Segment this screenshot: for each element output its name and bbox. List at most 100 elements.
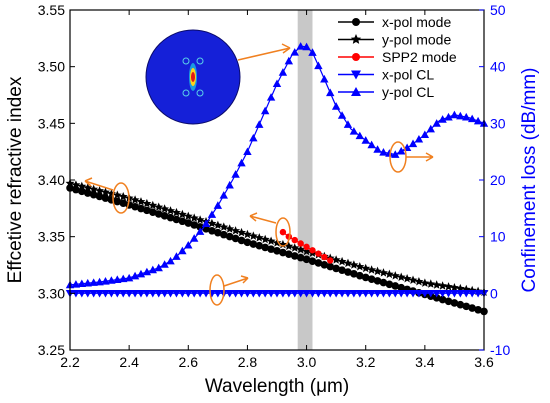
data-point	[130, 195, 140, 204]
data-point	[426, 289, 435, 298]
data-point	[101, 194, 110, 202]
data-point	[214, 228, 222, 237]
data-point	[320, 260, 329, 269]
data-point	[285, 250, 293, 259]
data-point	[124, 289, 134, 298]
annotations	[84, 43, 434, 306]
data-point	[101, 187, 110, 196]
y-right-tick-label: 40	[490, 59, 506, 75]
legend-label: x-pol CL	[382, 67, 434, 83]
data-point	[468, 304, 476, 312]
arrow-ypol-cl	[406, 152, 434, 162]
data-point	[190, 289, 199, 298]
data-point	[255, 120, 264, 128]
y-left-tick-label: 3.50	[38, 59, 65, 75]
data-point	[231, 226, 241, 235]
data-point	[290, 252, 299, 260]
data-point	[113, 197, 122, 206]
data-point	[260, 289, 270, 298]
data-point	[107, 289, 116, 298]
data-point	[438, 295, 447, 304]
data-point	[213, 220, 223, 230]
data-point	[71, 280, 81, 288]
data-point	[426, 279, 436, 288]
x-tick-label: 3.6	[474, 354, 494, 370]
data-point	[444, 112, 453, 121]
data-point	[420, 130, 430, 139]
data-point	[172, 207, 181, 217]
y-right-tick-label: 30	[490, 115, 506, 131]
data-point	[444, 289, 453, 298]
data-point	[356, 271, 364, 280]
data-point	[231, 289, 240, 298]
data-point	[438, 289, 447, 298]
data-point	[184, 240, 193, 249]
data-point	[444, 282, 453, 291]
data-point	[355, 131, 364, 140]
data-point	[113, 289, 122, 298]
y-right-tick-label: 20	[490, 172, 506, 188]
series-spp2-mode	[279, 228, 334, 264]
data-point	[254, 233, 264, 242]
data-point	[225, 180, 234, 189]
legend-label: y-pol CL	[382, 84, 434, 100]
x-tick-label: 2.6	[179, 354, 199, 370]
data-point	[390, 271, 400, 280]
legend-item: x-pol CL	[338, 67, 434, 83]
data-point	[195, 289, 205, 298]
data-point	[183, 211, 193, 221]
data-point	[77, 279, 87, 288]
data-point	[249, 289, 258, 298]
data-point	[291, 236, 298, 244]
x-tick-label: 3.2	[356, 354, 376, 370]
y-right-tick-label: -10	[490, 342, 510, 358]
y-left-tick-label: 3.35	[38, 229, 65, 245]
data-point	[95, 289, 104, 298]
ellipse-left-index	[112, 182, 130, 214]
y-right-tick-label: 0	[490, 285, 498, 301]
data-point	[438, 115, 447, 123]
data-point	[101, 277, 110, 285]
data-point	[420, 278, 430, 287]
y-left-tick-label: 3.30	[38, 285, 65, 301]
data-point	[77, 289, 87, 298]
data-point	[89, 278, 98, 286]
data-point	[361, 136, 370, 144]
data-point	[166, 289, 175, 298]
data-point	[296, 253, 305, 262]
data-point	[420, 289, 430, 298]
x-tick-label: 2.2	[60, 354, 80, 370]
data-point	[178, 289, 187, 298]
y-left-tick-label: 3.25	[38, 342, 65, 358]
data-point	[225, 224, 235, 233]
data-point	[379, 278, 388, 287]
data-point	[166, 206, 175, 215]
data-point	[130, 271, 140, 280]
data-point	[337, 111, 347, 119]
data-point	[314, 259, 323, 267]
data-point	[260, 106, 270, 115]
data-point	[136, 197, 146, 206]
data-point	[432, 119, 441, 127]
data-point	[396, 272, 406, 281]
data-point	[89, 289, 98, 298]
data-point	[367, 289, 376, 298]
data-point	[379, 268, 388, 277]
data-point	[272, 289, 282, 298]
data-point	[278, 239, 288, 249]
data-point	[355, 262, 365, 271]
data-point	[284, 289, 294, 298]
data-point	[112, 190, 122, 199]
series-layer	[65, 42, 489, 316]
data-point	[260, 234, 270, 244]
data-point	[166, 256, 175, 265]
data-point	[160, 204, 170, 213]
legend-item: x-pol mode	[338, 14, 451, 30]
data-point	[385, 289, 394, 298]
legend-item: y-pol CL	[338, 84, 434, 100]
x-tick-label: 3.0	[297, 354, 317, 370]
data-point	[154, 263, 163, 272]
data-point	[290, 48, 299, 56]
data-point	[160, 212, 169, 220]
data-point	[297, 240, 304, 247]
